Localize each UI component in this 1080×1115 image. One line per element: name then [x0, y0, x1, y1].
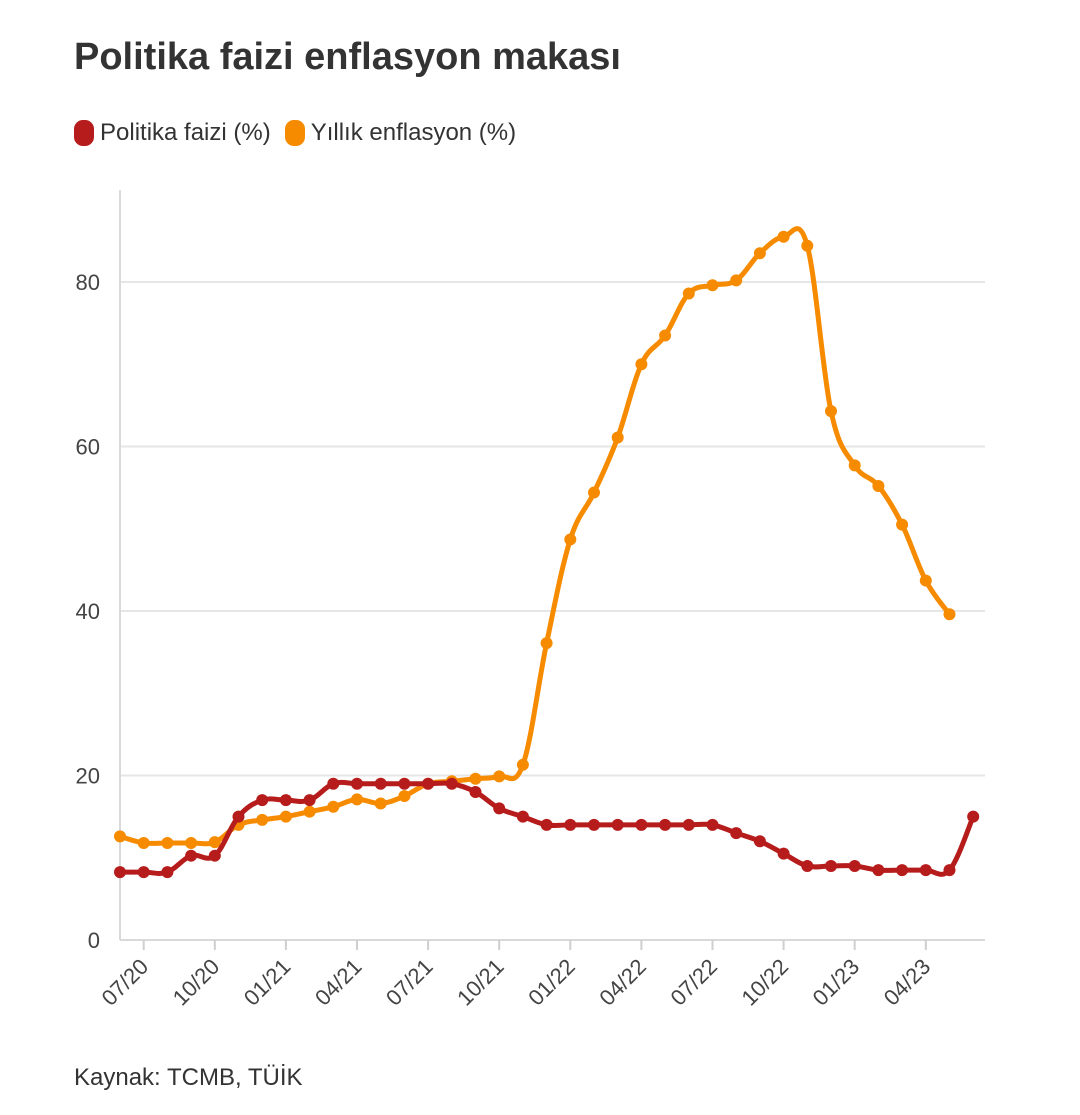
x-tick-label: 07/22 [665, 954, 722, 1011]
data-point-policy-rate [896, 864, 909, 877]
data-point-policy-rate [256, 794, 269, 807]
data-point-inflation [374, 797, 387, 810]
data-point-inflation [469, 772, 482, 785]
data-point-inflation [872, 479, 885, 492]
chart-title: Politika faizi enflasyon makası [74, 36, 621, 78]
data-point-policy-rate [516, 810, 529, 823]
data-point-inflation [706, 279, 719, 292]
data-point-policy-rate [564, 818, 577, 831]
data-point-inflation [351, 793, 363, 806]
data-point-policy-rate [611, 818, 624, 831]
x-tick-label: 01/23 [808, 954, 865, 1011]
x-tick-label: 07/20 [97, 954, 154, 1011]
data-point-policy-rate [469, 785, 482, 798]
data-point-policy-rate [161, 866, 174, 879]
data-point-policy-rate [682, 818, 695, 831]
x-tick-label: 10/21 [452, 954, 509, 1011]
legend-swatch-inflation [284, 120, 305, 146]
data-point-inflation [493, 770, 506, 783]
data-point-policy-rate [540, 818, 553, 831]
data-point-inflation [185, 836, 198, 849]
x-tick-label: 10/20 [168, 954, 225, 1011]
data-point-policy-rate [943, 864, 956, 877]
x-tick-label: 04/23 [879, 954, 936, 1011]
data-point-policy-rate [374, 777, 387, 790]
data-point-inflation [896, 518, 909, 531]
data-point-policy-rate [659, 818, 672, 831]
data-point-inflation [114, 830, 126, 843]
data-point-policy-rate [635, 818, 648, 831]
data-point-policy-rate [208, 849, 221, 862]
legend-swatch-policy-rate [74, 120, 94, 146]
data-point-inflation [682, 287, 695, 300]
data-point-inflation [256, 813, 269, 826]
data-point-inflation [659, 329, 672, 342]
y-tick-label: 40 [76, 599, 100, 624]
y-tick-label: 80 [76, 270, 100, 295]
data-point-inflation [516, 758, 529, 771]
x-tick-label: 04/22 [594, 954, 651, 1011]
data-point-inflation [825, 405, 837, 418]
data-point-inflation [730, 274, 743, 287]
data-point-policy-rate [872, 864, 885, 877]
data-point-inflation [777, 230, 790, 243]
data-point-inflation [753, 247, 766, 260]
legend-label-policy-rate: Politika faizi (%) [100, 119, 271, 146]
data-point-inflation [161, 836, 174, 849]
data-point-inflation [801, 239, 814, 252]
data-point-inflation [588, 486, 600, 499]
data-point-inflation [208, 836, 221, 849]
data-point-inflation [611, 431, 624, 444]
data-point-policy-rate [848, 859, 861, 872]
data-point-policy-rate [185, 849, 198, 862]
data-point-policy-rate [303, 794, 316, 807]
data-point-inflation [398, 790, 411, 803]
y-tick-label: 20 [76, 764, 100, 789]
legend-item-policy-rate[interactable]: Politika faizi (%) [74, 119, 271, 147]
data-point-policy-rate [137, 866, 150, 879]
data-point-inflation [943, 608, 956, 621]
data-point-inflation [137, 836, 150, 849]
data-point-inflation [635, 358, 648, 371]
data-point-inflation [564, 533, 577, 546]
data-point-policy-rate [801, 859, 814, 872]
data-point-policy-rate [730, 827, 743, 840]
data-point-inflation [303, 805, 316, 818]
data-point-policy-rate [753, 835, 766, 848]
data-point-policy-rate [279, 794, 292, 807]
data-point-policy-rate [422, 777, 435, 790]
data-point-inflation [848, 459, 861, 472]
y-tick-label: 60 [76, 435, 100, 460]
data-point-policy-rate [777, 847, 790, 860]
data-point-policy-rate [706, 818, 719, 831]
data-point-policy-rate [398, 777, 411, 790]
legend-item-inflation[interactable]: Yıllık enflasyon (%) [284, 119, 517, 147]
data-point-policy-rate [588, 818, 600, 831]
x-tick-label: 04/21 [310, 954, 367, 1011]
data-point-policy-rate [919, 864, 932, 877]
y-tick-label: 0 [88, 928, 100, 953]
data-point-policy-rate [967, 810, 980, 823]
x-tick-label: 07/21 [381, 954, 438, 1011]
data-point-policy-rate [351, 777, 363, 790]
data-point-policy-rate [114, 866, 126, 879]
data-point-inflation [540, 637, 553, 650]
x-tick-label: 10/22 [737, 954, 794, 1011]
data-point-policy-rate [825, 859, 837, 872]
data-point-inflation [279, 810, 292, 823]
source-note: Kaynak: TCMB, TÜİK [74, 1064, 303, 1091]
data-point-policy-rate [232, 810, 245, 823]
legend: Politika faizi (%) Yıllık enflasyon (%) [74, 119, 530, 147]
series-line-inflation [117, 226, 952, 847]
data-point-policy-rate [445, 777, 458, 790]
data-point-inflation [919, 574, 932, 587]
x-tick-label: 01/21 [239, 954, 296, 1011]
data-point-policy-rate [327, 777, 340, 790]
data-point-policy-rate [493, 802, 506, 815]
x-tick-label: 01/22 [523, 954, 580, 1011]
data-point-inflation [327, 800, 340, 813]
legend-label-inflation: Yıllık enflasyon (%) [310, 119, 517, 146]
